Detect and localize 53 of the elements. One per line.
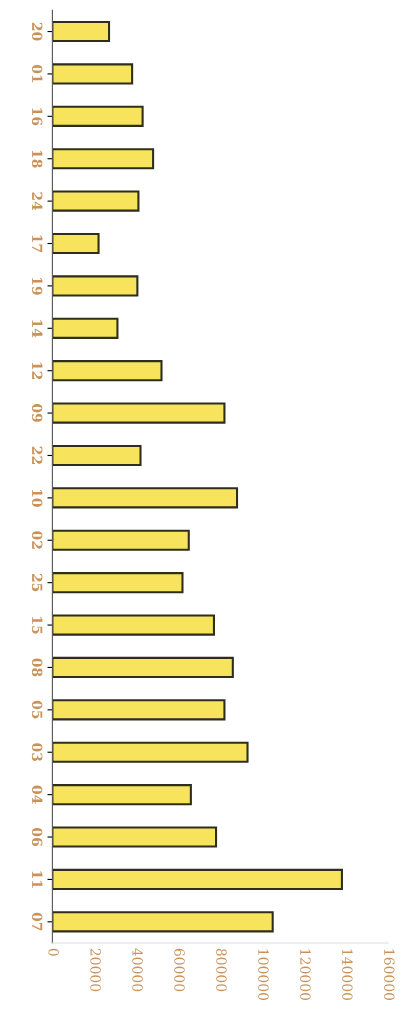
y-tick-label: 08 (31, 658, 43, 677)
bar (52, 656, 234, 679)
bar (52, 402, 226, 424)
bar (52, 275, 139, 297)
x-tick-label: 140000 (342, 949, 353, 1000)
bar (52, 190, 140, 212)
y-tick-label: 18 (31, 150, 43, 168)
bar (52, 529, 190, 551)
y-tick-label: 09 (31, 404, 43, 422)
x-tick-label: 100000 (258, 949, 269, 1000)
y-tick-label: 04 (31, 785, 43, 804)
bar (52, 572, 184, 594)
x-tick-label: 0 (48, 948, 59, 956)
y-tick-label: 11 (32, 871, 43, 888)
y-tick-label: 10 (31, 489, 43, 507)
bar (52, 148, 155, 170)
y-tick-label: 17 (32, 235, 43, 253)
bar (52, 614, 215, 636)
bar (52, 232, 100, 255)
bar (52, 105, 144, 127)
y-tick-label: 19 (31, 277, 43, 295)
y-tick-label: 22 (32, 446, 43, 464)
bar (52, 784, 192, 806)
y-tick-label: 01 (31, 64, 43, 83)
x-tick-label: 120000 (300, 949, 311, 1000)
bar (52, 699, 226, 721)
y-tick-label: 07 (31, 912, 43, 931)
bar (52, 63, 134, 85)
y-tick-label: 12 (32, 362, 43, 380)
bar (52, 20, 111, 43)
y-tick-label: 25 (31, 573, 43, 592)
y-tick-label: 03 (31, 743, 43, 762)
bar (52, 826, 218, 848)
y-tick-label: 06 (31, 828, 43, 846)
x-tick-label: 20000 (90, 948, 101, 992)
y-tick-label: 16 (31, 108, 43, 126)
bar (52, 868, 343, 890)
y-tick-label: 15 (31, 617, 43, 634)
y-tick-label: 14 (32, 320, 43, 338)
y-tick-label: 24 (32, 192, 43, 211)
x-tick-label: 60000 (174, 948, 185, 992)
y-tick-label: 05 (31, 700, 43, 719)
x-tick-label: 160000 (384, 949, 395, 1000)
bar (52, 317, 119, 339)
x-tick-label: 80000 (216, 948, 227, 992)
bar (52, 911, 274, 933)
bar (52, 360, 163, 382)
x-tick-label: 40000 (132, 948, 143, 992)
bar (52, 487, 239, 509)
bar (52, 741, 249, 763)
y-tick-label: 20 (31, 22, 43, 41)
y-tick-label: 02 (31, 531, 43, 549)
bar (52, 444, 142, 467)
